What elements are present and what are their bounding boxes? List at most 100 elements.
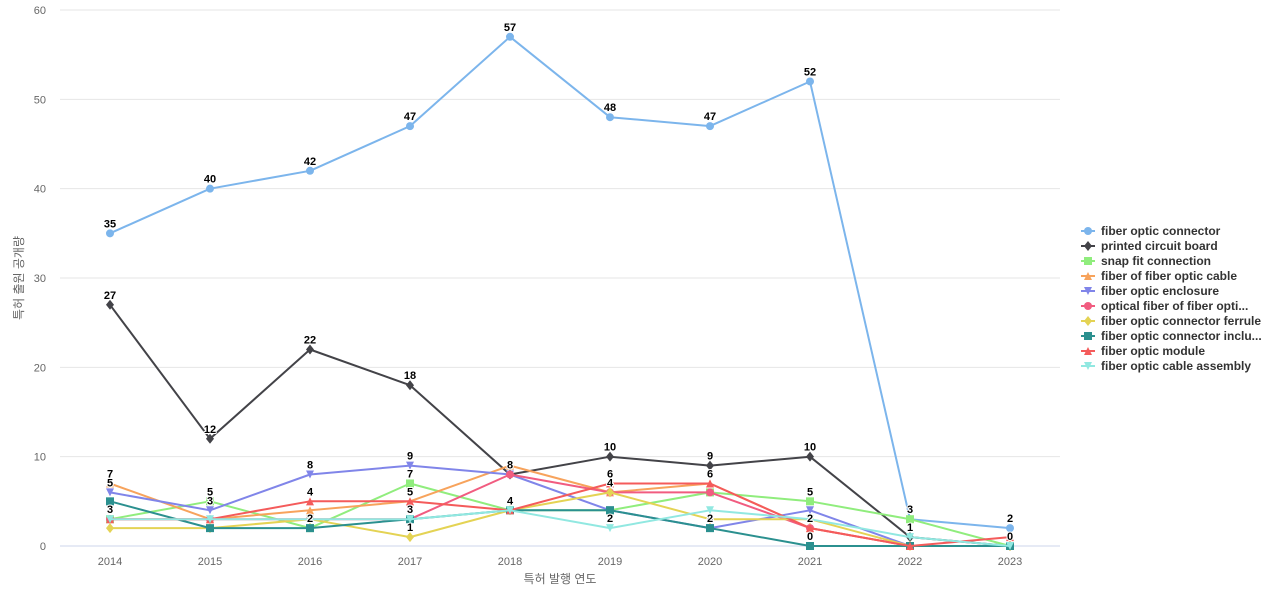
data-point[interactable]: [406, 380, 414, 391]
data-label: 10: [604, 442, 616, 454]
data-label: 18: [404, 370, 416, 382]
data-point[interactable]: [506, 506, 514, 515]
data-point[interactable]: [706, 479, 714, 488]
data-point[interactable]: [506, 32, 514, 41]
data-point[interactable]: [706, 122, 714, 131]
legend-marker[interactable]: [1084, 362, 1092, 370]
legend-item[interactable]: fiber optic enclosure: [1081, 284, 1219, 298]
data-point[interactable]: [406, 461, 414, 470]
data-label: 57: [504, 22, 516, 34]
data-point[interactable]: [706, 488, 714, 497]
data-point[interactable]: [206, 524, 214, 533]
legend-item[interactable]: fiber of fiber optic cable: [1081, 269, 1237, 283]
data-point[interactable]: [106, 479, 114, 488]
data-point[interactable]: [806, 451, 814, 462]
y-axis-title: 특허 출원 공개량: [12, 236, 26, 320]
data-point[interactable]: [406, 122, 414, 131]
data-point[interactable]: [806, 524, 814, 533]
series-0: [106, 32, 1014, 533]
data-point[interactable]: [206, 184, 214, 193]
data-point[interactable]: [406, 479, 414, 488]
data-point[interactable]: [306, 344, 314, 355]
legend-item[interactable]: fiber optic connector: [1081, 224, 1221, 238]
data-point[interactable]: [806, 497, 814, 506]
data-point[interactable]: [1006, 524, 1014, 533]
data-point[interactable]: [706, 460, 714, 471]
data-point[interactable]: [306, 506, 314, 515]
series-line[interactable]: [110, 482, 1011, 547]
data-point[interactable]: [206, 506, 214, 515]
data-point[interactable]: [1006, 533, 1014, 542]
data-label: 47: [404, 111, 416, 123]
legend-item[interactable]: fiber optic cable assembly: [1081, 359, 1251, 373]
legend-marker[interactable]: [1084, 257, 1092, 265]
data-point[interactable]: [306, 470, 314, 479]
legend-marker[interactable]: [1084, 332, 1092, 340]
series-line[interactable]: [109, 500, 1010, 547]
data-point[interactable]: [106, 229, 114, 238]
data-point[interactable]: [906, 533, 914, 542]
data-point[interactable]: [606, 479, 614, 488]
data-point[interactable]: [206, 433, 214, 444]
data-point[interactable]: [106, 523, 114, 534]
data-label: 48: [604, 102, 616, 114]
legend-marker[interactable]: [1084, 227, 1092, 235]
data-point[interactable]: [706, 506, 714, 515]
legend-marker[interactable]: [1084, 272, 1092, 280]
legend-marker[interactable]: [1084, 302, 1092, 310]
legend-item[interactable]: printed circuit board: [1081, 239, 1218, 253]
data-label: 7: [407, 468, 413, 480]
data-point[interactable]: [506, 461, 514, 470]
legend-item[interactable]: fiber optic module: [1081, 344, 1205, 358]
data-point[interactable]: [206, 515, 214, 524]
legend-item[interactable]: fiber optic connector ferrule: [1081, 314, 1261, 328]
data-point[interactable]: [806, 506, 814, 515]
series-line[interactable]: [109, 464, 1010, 547]
data-point[interactable]: [1006, 542, 1014, 550]
legend-item[interactable]: optical fiber of fiber opti...: [1081, 299, 1248, 313]
data-point[interactable]: [406, 532, 414, 543]
data-point[interactable]: [806, 77, 814, 86]
data-point[interactable]: [806, 515, 814, 524]
data-point[interactable]: [106, 515, 114, 524]
data-point[interactable]: [106, 488, 114, 497]
data-point[interactable]: [906, 542, 914, 550]
data-point[interactable]: [606, 524, 614, 533]
data-label: 4: [507, 495, 514, 507]
data-point[interactable]: [906, 515, 914, 524]
legend-marker[interactable]: [1084, 316, 1092, 326]
data-point[interactable]: [306, 524, 314, 533]
series-line[interactable]: [110, 509, 1011, 547]
legend-marker[interactable]: [1084, 287, 1092, 295]
data-point[interactable]: [306, 497, 314, 506]
data-point[interactable]: [206, 497, 214, 506]
data-point[interactable]: [306, 166, 314, 175]
data-point[interactable]: [606, 113, 614, 122]
x-tick-label: 2023: [998, 556, 1022, 568]
data-point[interactable]: [606, 506, 614, 515]
series-line[interactable]: [110, 491, 1010, 547]
series-line[interactable]: [109, 304, 1011, 547]
data-point[interactable]: [306, 515, 314, 524]
data-point[interactable]: [506, 470, 514, 479]
data-labels: 3540424757484752322712221881091010753538…: [103, 21, 1014, 544]
data-label: 0: [807, 531, 813, 543]
legend-marker[interactable]: [1084, 241, 1092, 251]
x-tick-label: 2019: [598, 556, 622, 568]
data-point[interactable]: [706, 514, 714, 525]
legend-item[interactable]: fiber optic connector inclu...: [1081, 329, 1262, 343]
data-point[interactable]: [406, 497, 414, 506]
data-point[interactable]: [106, 497, 114, 506]
legend-item[interactable]: snap fit connection: [1081, 254, 1211, 268]
data-point[interactable]: [806, 542, 814, 550]
data-point[interactable]: [706, 524, 714, 533]
data-label: 10: [804, 442, 816, 454]
data-point[interactable]: [606, 451, 614, 462]
data-point[interactable]: [106, 299, 114, 310]
data-label: 5: [807, 486, 813, 498]
data-point[interactable]: [606, 487, 614, 498]
series-line[interactable]: [109, 35, 1011, 530]
legend-marker[interactable]: [1084, 347, 1092, 355]
data-point[interactable]: [406, 515, 414, 524]
